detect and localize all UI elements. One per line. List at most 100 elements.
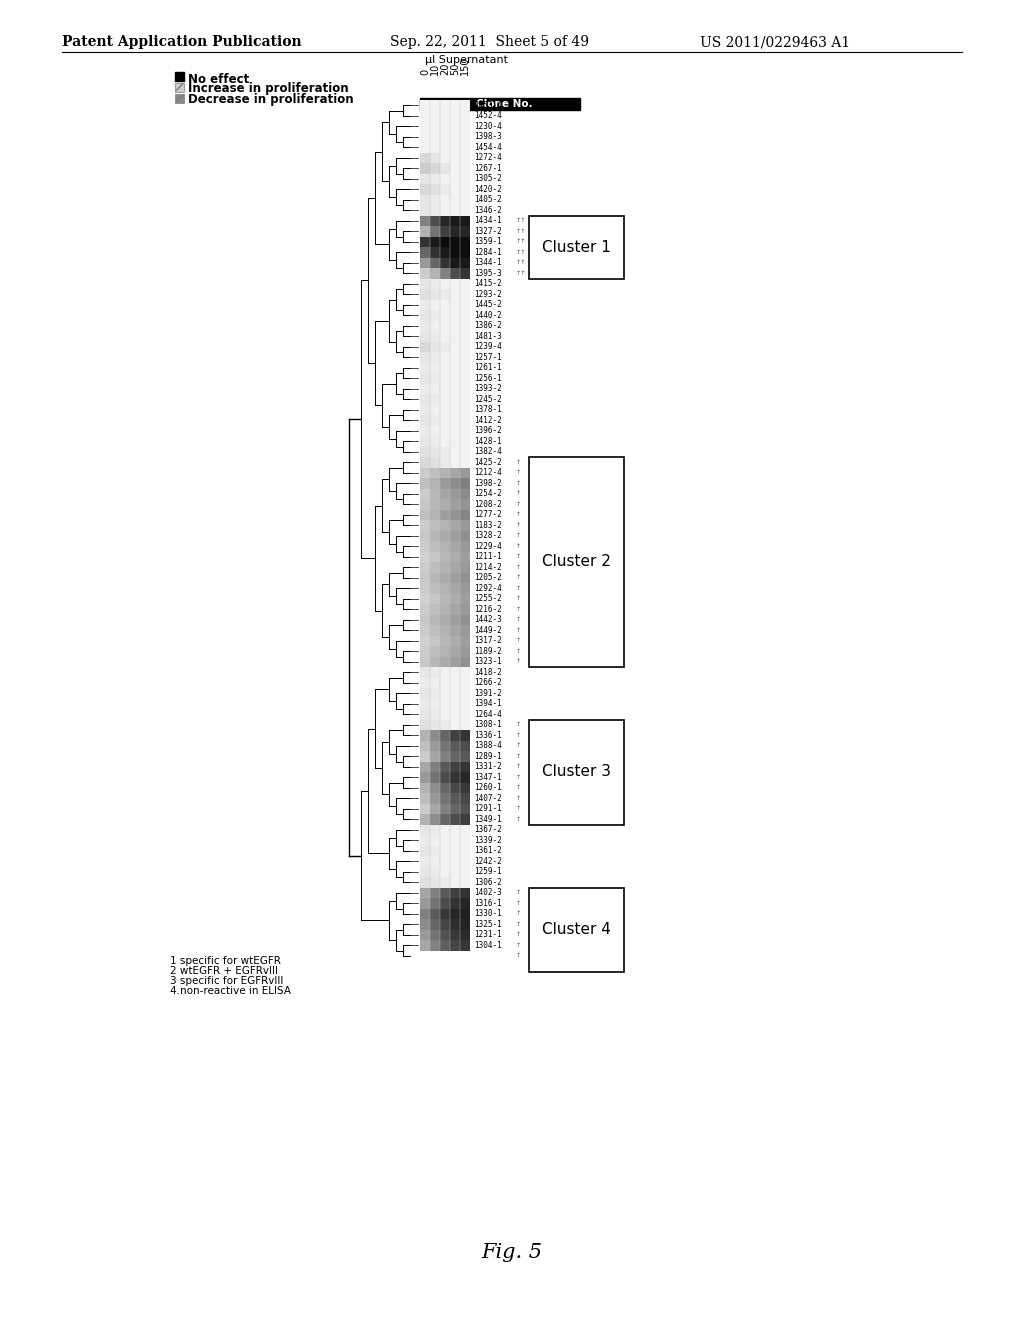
Bar	[430, 205, 440, 215]
Bar	[450, 100, 460, 111]
Bar	[460, 488, 470, 499]
Text: 1453-4: 1453-4	[474, 100, 502, 110]
Bar	[430, 573, 440, 583]
Bar	[430, 741, 440, 751]
Text: 1267-1: 1267-1	[474, 164, 502, 173]
Text: ↑: ↑	[516, 733, 521, 738]
Text: 1266-2: 1266-2	[474, 678, 502, 688]
Bar	[460, 940, 470, 950]
Bar	[430, 751, 440, 762]
Bar	[420, 499, 430, 510]
Bar	[440, 478, 450, 488]
Bar	[450, 562, 460, 573]
Bar	[460, 153, 470, 162]
Bar	[430, 719, 440, 730]
Bar	[420, 111, 430, 121]
Text: 1398-2: 1398-2	[474, 479, 502, 488]
Text: ↑: ↑	[516, 544, 521, 549]
Bar	[450, 457, 460, 467]
Text: μl Supernatant: μl Supernatant	[425, 55, 508, 65]
Bar	[420, 289, 430, 300]
Bar	[460, 719, 470, 730]
Text: 1317-2: 1317-2	[474, 636, 502, 645]
Text: 1183-2: 1183-2	[474, 521, 502, 529]
Bar	[430, 331, 440, 342]
Text: 1330-1: 1330-1	[474, 909, 502, 919]
Bar	[440, 730, 450, 741]
Bar	[450, 425, 460, 436]
Bar	[440, 279, 450, 289]
Bar	[460, 605, 470, 615]
Bar	[450, 624, 460, 635]
Text: Clone No.: Clone No.	[476, 99, 532, 110]
Bar	[420, 793, 430, 804]
Bar	[430, 667, 440, 677]
Bar	[430, 510, 440, 520]
Bar	[460, 677, 470, 688]
Bar	[440, 321, 450, 331]
Bar	[420, 268, 430, 279]
Text: Cluster 2: Cluster 2	[542, 554, 611, 569]
Bar	[440, 352, 450, 363]
Bar	[440, 194, 450, 205]
Bar	[450, 153, 460, 162]
Bar	[450, 783, 460, 793]
Bar	[420, 363, 430, 374]
Bar	[450, 919, 460, 929]
Bar	[450, 268, 460, 279]
Bar	[420, 940, 430, 950]
Bar	[440, 162, 450, 173]
Bar	[460, 100, 470, 111]
Bar	[420, 520, 430, 531]
Bar	[430, 635, 440, 645]
Text: ↑: ↑	[516, 953, 521, 958]
Bar	[430, 457, 440, 467]
Bar	[420, 121, 430, 132]
Bar	[450, 111, 460, 121]
Bar	[440, 531, 450, 541]
Bar	[430, 656, 440, 667]
Bar	[420, 374, 430, 384]
Bar	[420, 132, 430, 143]
Bar	[450, 257, 460, 268]
Text: ↑: ↑	[516, 942, 521, 948]
Text: ↑: ↑	[516, 807, 521, 812]
Bar	[430, 279, 440, 289]
Text: 1216-2: 1216-2	[474, 605, 502, 614]
Bar	[529, 215, 624, 279]
Text: 1405-2: 1405-2	[474, 195, 502, 205]
Bar	[460, 257, 470, 268]
Bar	[440, 667, 450, 677]
Bar	[460, 268, 470, 279]
Bar	[420, 300, 430, 310]
Text: 1452-4: 1452-4	[474, 111, 502, 120]
Text: 1396-2: 1396-2	[474, 426, 502, 436]
Bar	[430, 594, 440, 605]
Bar	[440, 404, 450, 414]
Text: Cluster 4: Cluster 4	[542, 921, 611, 937]
Bar	[460, 741, 470, 751]
Bar	[430, 814, 440, 825]
Text: 50: 50	[450, 62, 460, 75]
Bar	[450, 730, 460, 741]
Text: ↑: ↑	[516, 554, 521, 560]
Bar	[460, 898, 470, 908]
Bar	[430, 257, 440, 268]
Text: 1347-1: 1347-1	[474, 772, 502, 781]
Bar	[430, 615, 440, 624]
Bar	[440, 645, 450, 656]
Bar	[460, 688, 470, 698]
Bar	[420, 173, 430, 183]
Bar	[175, 73, 184, 81]
Text: Cluster 1: Cluster 1	[542, 239, 611, 255]
Bar	[420, 279, 430, 289]
Bar	[460, 887, 470, 898]
Bar	[460, 531, 470, 541]
Bar	[430, 552, 440, 562]
Bar	[450, 183, 460, 194]
Text: Fig. 5: Fig. 5	[481, 1242, 543, 1262]
Text: ↑: ↑	[516, 523, 521, 528]
Bar	[420, 488, 430, 499]
Bar	[430, 363, 440, 374]
Text: 1205-2: 1205-2	[474, 573, 502, 582]
